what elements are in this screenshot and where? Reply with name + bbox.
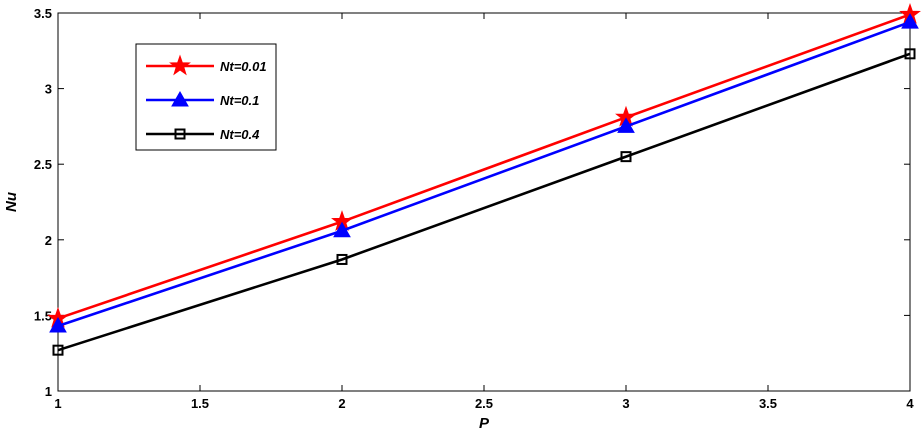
- legend-label: Nt=0.4: [220, 127, 260, 142]
- legend-marker: [174, 128, 186, 140]
- data-point: [333, 221, 351, 238]
- data-point: [904, 48, 916, 60]
- y-tick-label: 1: [45, 384, 52, 399]
- x-tick-label: 4: [906, 396, 914, 411]
- data-point: [617, 117, 635, 133]
- x-tick-label: 1: [54, 396, 61, 411]
- series-1: [49, 13, 919, 333]
- data-point: [620, 151, 632, 163]
- x-tick-label: 3.5: [759, 396, 777, 411]
- y-tick-label: 2: [45, 233, 52, 248]
- series-layer: [47, 2, 921, 356]
- legend-item: Nt=0.4: [146, 127, 260, 142]
- y-tick-label: 3.5: [34, 6, 52, 21]
- legend-item: Nt=0.01: [146, 54, 267, 76]
- axis-ticks: 1 1.5 2 2.5 3 3.5 4 1 1.5 2 2.5 3 3.5: [34, 6, 914, 411]
- legend-item: Nt=0.1: [146, 90, 259, 108]
- x-axis-label: P: [479, 415, 490, 432]
- x-tick-label: 2: [338, 396, 345, 411]
- legend: Nt=0.01 Nt=0.1 Nt=0.4: [135, 43, 277, 151]
- series-2: [52, 48, 916, 356]
- data-point: [336, 253, 348, 265]
- data-point: [901, 13, 919, 29]
- series-line: [57, 20, 911, 328]
- data-point: [49, 316, 67, 333]
- series-line: [57, 13, 911, 320]
- data-point: [52, 344, 64, 356]
- y-tick-label: 2.5: [34, 157, 52, 172]
- y-tick-label: 1.5: [34, 308, 52, 323]
- legend-label: Nt=0.1: [220, 93, 259, 108]
- x-tick-label: 1.5: [191, 396, 209, 411]
- legend-marker: [171, 90, 189, 107]
- y-axis-label: Nu: [3, 192, 20, 212]
- y-tick-label: 3: [45, 82, 52, 97]
- x-tick-label: 3: [622, 396, 629, 411]
- legend-marker: [169, 54, 191, 76]
- legend-box: [135, 43, 277, 151]
- series-line: [57, 52, 911, 352]
- x-tick-label: 2.5: [475, 396, 493, 411]
- legend-label: Nt=0.01: [220, 59, 267, 74]
